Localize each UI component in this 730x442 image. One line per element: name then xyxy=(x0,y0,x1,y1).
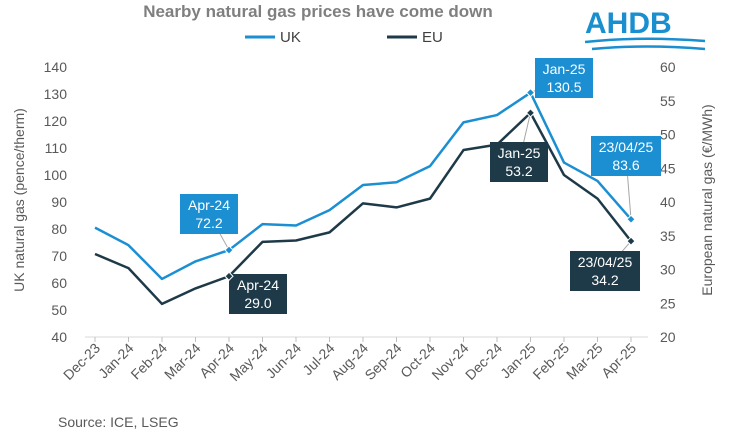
series-line-eu xyxy=(94,111,632,306)
y-right-tick-label: 35 xyxy=(660,228,676,244)
callout-label: 53.2 xyxy=(505,163,532,179)
y-right-tick-label: 25 xyxy=(660,295,676,311)
y-left-tick-label: 40 xyxy=(51,329,67,345)
y-left-tick-label: 140 xyxy=(44,59,68,75)
x-axis: Dec-23Jan-24Feb-24Mar-24Apr-24May-24Jun-… xyxy=(60,337,639,384)
x-tick-label: Feb-24 xyxy=(127,340,170,383)
y-axis-left-title: UK natural gas (pence/therm) xyxy=(11,108,27,292)
callout-box xyxy=(535,58,593,98)
y-axis-left: 40 50 60 70 80 90 100 110 120 130 140 xyxy=(44,59,68,345)
x-tick-label: May-24 xyxy=(226,340,270,384)
y-left-tick-label: 120 xyxy=(44,113,68,129)
chart-title: Nearby natural gas prices have come down xyxy=(143,2,493,21)
callout-label: Jan-25 xyxy=(498,145,541,161)
y-right-tick-label: 40 xyxy=(660,194,676,210)
callout-label: 29.0 xyxy=(244,295,271,311)
callout-label: 83.6 xyxy=(612,157,639,173)
ahdb-logo: AHDB xyxy=(584,7,706,51)
callout-box xyxy=(229,274,287,314)
legend-label-eu: EU xyxy=(422,29,443,46)
data-point-marker xyxy=(224,245,234,255)
callout-box xyxy=(180,194,238,234)
y-right-tick-label: 45 xyxy=(660,160,676,176)
legend: UK EU xyxy=(245,29,443,46)
callout-label: Jan-25 xyxy=(543,61,586,77)
data-point-marker xyxy=(525,108,536,118)
logo-text: AHDB xyxy=(585,7,672,40)
y-axis-right-title: European natural gas (€/MWh) xyxy=(699,104,715,295)
callout-box xyxy=(490,142,548,182)
data-point-marker xyxy=(525,87,536,98)
y-right-tick-label: 55 xyxy=(660,93,676,109)
y-right-tick-label: 30 xyxy=(660,262,676,278)
x-tick-label: Aug-24 xyxy=(328,340,371,383)
x-tick-label: Mar-24 xyxy=(161,340,204,383)
x-tick-label: Nov-24 xyxy=(428,340,471,383)
callout-label: 34.2 xyxy=(591,272,618,288)
callout-label: Apr-24 xyxy=(188,197,230,213)
y-right-tick-label: 20 xyxy=(660,329,676,345)
y-left-tick-label: 100 xyxy=(44,167,68,183)
source-note: Source: ICE, LSEG xyxy=(58,414,179,430)
x-tick-label: Sep-24 xyxy=(361,340,404,383)
y-left-tick-label: 70 xyxy=(51,248,67,264)
y-left-tick-label: 90 xyxy=(51,194,67,210)
x-tick-label: Dec-23 xyxy=(60,340,103,383)
logo-swoosh-bottom xyxy=(591,45,706,51)
y-left-tick-label: 110 xyxy=(45,140,68,156)
data-point-marker xyxy=(626,236,636,246)
y-left-tick-label: 60 xyxy=(51,275,67,291)
callout-box xyxy=(591,136,661,176)
x-tick-label: Dec-24 xyxy=(462,340,505,383)
callout-label: Apr-24 xyxy=(237,277,279,293)
y-left-tick-label: 80 xyxy=(51,221,67,237)
series-layer xyxy=(94,91,632,306)
legend-label-uk: UK xyxy=(280,29,301,46)
callout-label: 23/04/25 xyxy=(599,139,654,155)
x-tick-label: Mar-25 xyxy=(563,340,606,383)
callout-box xyxy=(570,251,640,291)
data-point-marker xyxy=(224,271,234,281)
series-line-uk xyxy=(94,91,632,281)
y-axis-right: 20 25 30 35 40 45 50 55 60 xyxy=(660,59,676,345)
logo-swoosh-top xyxy=(584,37,706,44)
x-tick-label: Feb-25 xyxy=(529,340,572,383)
y-left-tick-label: 130 xyxy=(44,86,68,102)
x-tick-label: Jun-24 xyxy=(263,340,305,382)
callout-label: 23/04/25 xyxy=(578,254,633,270)
x-tick-label: Apr-25 xyxy=(598,340,639,381)
callout-label: 130.5 xyxy=(546,79,581,95)
y-right-tick-label: 60 xyxy=(660,59,676,75)
y-right-tick-label: 50 xyxy=(660,127,676,143)
callout-label: 72.2 xyxy=(195,215,222,231)
data-point-marker xyxy=(626,214,636,224)
y-left-tick-label: 50 xyxy=(51,302,67,318)
annotation-layer: Apr-24 72.2 Apr-24 29.0 Jan-25 130.5 Jan-25 53.… xyxy=(180,58,661,314)
